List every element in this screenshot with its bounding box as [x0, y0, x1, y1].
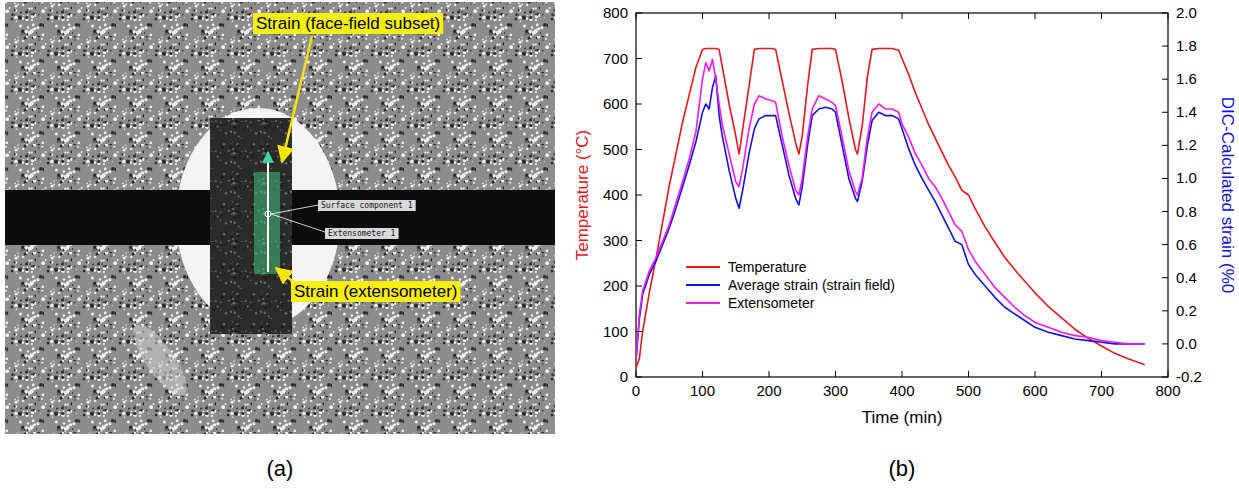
axes: 0 100 200 300 400 500 600 700 800 0 100 200 300 400 50…: [573, 4, 1237, 427]
x-tick-top: [968, 13, 969, 19]
y2-tick: [1162, 310, 1168, 311]
x-tick: [968, 371, 969, 377]
x-tick: [1101, 371, 1102, 377]
y2-tick-label: 0.6: [1176, 236, 1197, 253]
x-tick: [902, 371, 903, 377]
extensometer-center: [265, 211, 271, 217]
photo-panel: Surface component 1 Extensometer 1: [5, 2, 555, 434]
legend-label: Extensometer: [728, 295, 815, 311]
y-tick-label: 100: [603, 323, 628, 340]
y2-tick-label: 0.8: [1176, 203, 1197, 220]
annotation-arrow: [282, 36, 312, 162]
overlay-label: Surface component 1: [321, 201, 413, 210]
series-line: [636, 59, 1145, 360]
y2-tick: [1162, 343, 1168, 344]
extensometer-line: [267, 152, 269, 272]
y2-tick: [1162, 112, 1168, 113]
y-tick: [636, 240, 642, 241]
y2-tick: [1162, 211, 1168, 212]
x-tick: [1035, 371, 1036, 377]
y2-tick-label: 0.2: [1176, 302, 1197, 319]
y-axis-title: Temperature (°C): [573, 130, 592, 261]
y2-tick-label: 1.4: [1176, 103, 1197, 120]
overlay-leader: [271, 214, 325, 232]
panel-label: (b): [889, 456, 916, 481]
annotation: Strain (face-field subset): [256, 14, 440, 33]
legend-label: Average strain (strain field): [728, 277, 895, 293]
overlay-leader: [271, 205, 318, 214]
annotation-box: [253, 13, 443, 34]
x-tick: [702, 371, 703, 377]
legend-label: Temperature: [728, 259, 807, 275]
x-tick-label: 600: [1022, 382, 1047, 399]
x-tick-top: [702, 13, 703, 19]
overlay-label-box: [325, 228, 399, 239]
y-tick-label: 200: [603, 277, 628, 294]
x-tick-top: [902, 13, 903, 19]
y2-tick-label: 1.8: [1176, 37, 1197, 54]
y-tick: [636, 58, 642, 59]
x-tick-label: 700: [1089, 382, 1114, 399]
y2-tick: [1162, 277, 1168, 278]
y2-tick: [1162, 79, 1168, 80]
x-tick-label: 100: [690, 382, 715, 399]
x-tick-top: [1101, 13, 1102, 19]
x-tick-top: [1035, 13, 1036, 19]
series-line: [636, 76, 1145, 361]
x-tick-top: [769, 13, 770, 19]
y2-tick-label: 1.2: [1176, 136, 1197, 153]
y-tick-label: 0: [620, 368, 628, 385]
x-tick: [769, 371, 770, 377]
y-tick-label: 500: [603, 141, 628, 158]
y2-tick-label: 1.0: [1176, 169, 1197, 186]
y-tick-label: 800: [603, 4, 628, 21]
y2-tick-label: 1.6: [1176, 70, 1197, 87]
y2-tick: [1162, 178, 1168, 179]
overlay-label: Extensometer 1: [328, 229, 396, 238]
photo-background: [5, 2, 555, 434]
x-tick-label: 200: [756, 382, 781, 399]
x-tick-label: 0: [632, 382, 640, 399]
y-tick: [636, 149, 642, 150]
y-tick-label: 700: [603, 50, 628, 67]
annotation: Strain (extensometer): [294, 282, 457, 301]
y-tick: [636, 286, 642, 287]
legend-swatch: [686, 284, 720, 286]
legend: Temperature Average strain (strain field)…: [686, 259, 895, 311]
x-axis-title: Time (min): [862, 408, 943, 427]
series-line: [636, 48, 1145, 367]
y2-tick: [1162, 145, 1168, 146]
y-tick: [636, 195, 642, 196]
overlay-label-box: [318, 200, 416, 211]
annotation-box: [291, 281, 460, 302]
x-tick-label: 400: [889, 382, 914, 399]
y-tick-label: 600: [603, 95, 628, 112]
y2-tick-label: 0.0: [1176, 335, 1197, 352]
x-tick-label: 500: [956, 382, 981, 399]
y-tick-label: 400: [603, 186, 628, 203]
y2-tick-label: -0.2: [1176, 368, 1202, 385]
plot-lines: [636, 48, 1145, 367]
y2-tick: [1162, 46, 1168, 47]
panel-label: (a): [267, 456, 294, 481]
x-tick: [835, 371, 836, 377]
y-tick: [636, 104, 642, 105]
y-tick-label: 300: [603, 232, 628, 249]
plot-frame: [636, 13, 1168, 377]
y2-tick-label: 2.0: [1176, 4, 1197, 21]
specimen-block: [210, 118, 292, 334]
y2-axis-title: DIC-Calculated strain (%0: [1218, 97, 1237, 294]
x-tick-label: 300: [823, 382, 848, 399]
legend-swatch: [686, 266, 720, 268]
y2-tick-label: 0.4: [1176, 269, 1197, 286]
figure: Surface component 1 Extensometer 1 Strain …: [0, 0, 1239, 489]
y2-tick: [1162, 244, 1168, 245]
glare-spot: [124, 318, 195, 403]
legend-swatch: [686, 302, 720, 304]
x-tick-top: [835, 13, 836, 19]
